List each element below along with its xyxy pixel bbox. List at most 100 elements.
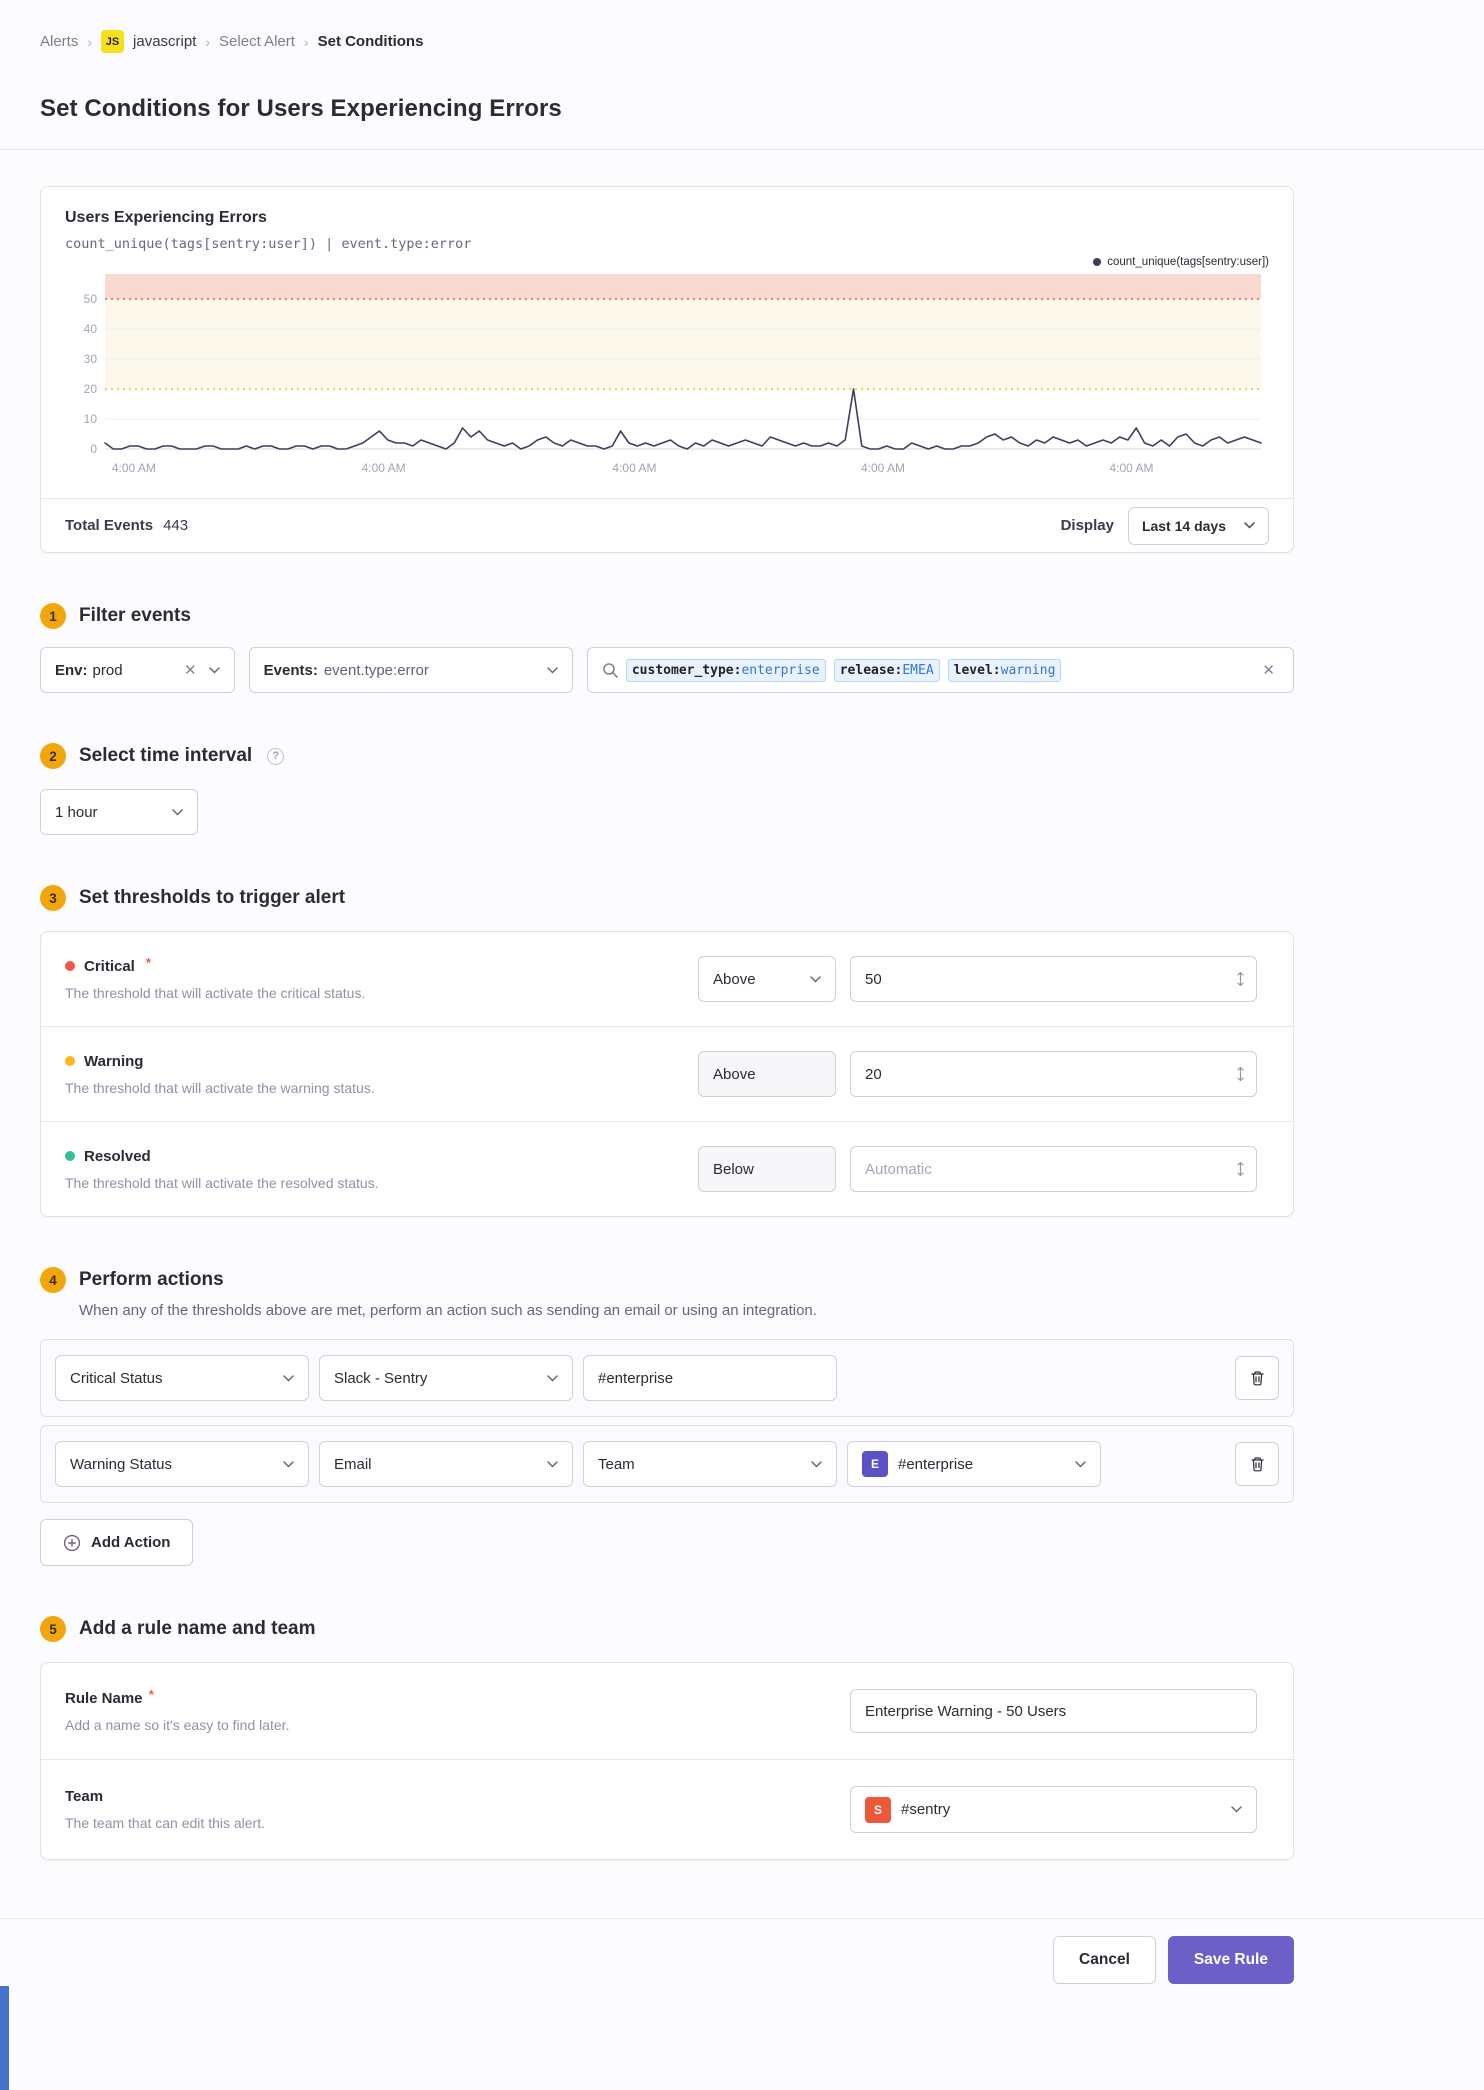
warning-threshold-row: Warning The threshold that will activate… (41, 1026, 1293, 1121)
team-avatar: S (865, 1796, 891, 1823)
footer-actions: Cancel Save Rule (40, 1919, 1294, 2024)
section-title: Filter events (79, 605, 191, 626)
rule-team-row: Team The team that can edit this alert. … (41, 1759, 1293, 1859)
breadcrumb-item-alerts[interactable]: Alerts (40, 33, 79, 50)
env-label: Env: (55, 661, 88, 679)
rule-name-description: Add a name so it's easy to find later. (65, 1716, 290, 1733)
search-query-input[interactable]: customer_type: enterprise release: EMEA le… (586, 647, 1294, 693)
alert-threshold-chart: 0 10 20 30 40 50 4:00 AM 4:00 AM 4:00 AM 4:00 AM 4… (84, 274, 1262, 475)
section-title: Perform actions (79, 1269, 224, 1290)
chart-title: Users Experiencing Errors (65, 209, 267, 226)
search-text-input[interactable] (1069, 662, 1251, 678)
action-integration-select[interactable]: Email (319, 1441, 573, 1487)
environment-filter-select[interactable]: Env: prod ✕ (40, 647, 235, 693)
cancel-button[interactable]: Cancel (1053, 1936, 1156, 1984)
search-token[interactable]: level: warning (947, 658, 1062, 682)
plus-circle-icon (63, 1534, 81, 1551)
total-events-value: 443 (163, 517, 189, 534)
slack-channel-input[interactable] (583, 1355, 837, 1401)
chevron-down-icon (547, 1374, 558, 1382)
time-interval-select[interactable]: 1 hour (40, 789, 198, 835)
action-status-select[interactable]: Warning Status (55, 1441, 309, 1487)
section-filter-events: 1 Filter events (40, 603, 1294, 629)
event-types-filter-select[interactable]: Events: event.type:error (248, 647, 573, 693)
action-integration-select[interactable]: Slack - Sentry (319, 1355, 573, 1401)
svg-text:10: 10 (84, 412, 98, 426)
stepper-icon[interactable] (1236, 1066, 1245, 1082)
section-title: Select time interval (79, 745, 253, 766)
chevron-down-icon (810, 975, 821, 983)
env-value: prod (92, 661, 123, 679)
trash-icon (1250, 1457, 1264, 1472)
warning-threshold-input[interactable] (850, 1051, 1257, 1097)
rule-name-label: Rule Name (65, 1689, 143, 1707)
chevron-down-icon (283, 1460, 294, 1468)
warning-comparison-select[interactable]: Above (698, 1051, 836, 1097)
page-title: Set Conditions for Users Experiencing Er… (40, 95, 562, 122)
rule-name-row: Rule Name * Add a name so it's easy to f… (41, 1663, 1293, 1759)
resolved-comparison-select[interactable]: Below (698, 1146, 836, 1192)
add-action-button[interactable]: Add Action (40, 1519, 194, 1566)
breadcrumb-item-set-conditions: Set Conditions (317, 33, 424, 50)
breadcrumb-item-select-alert[interactable]: Select Alert (219, 33, 295, 50)
threshold-description: The threshold that will activate the cri… (65, 984, 366, 1001)
stepper-icon[interactable] (1236, 971, 1245, 987)
stepper-icon[interactable] (1236, 1161, 1245, 1177)
clear-search-icon[interactable]: ✕ (1262, 662, 1275, 679)
interval-value: 1 hour (55, 803, 98, 821)
critical-threshold-input[interactable] (850, 956, 1257, 1002)
svg-text:4:00 AM: 4:00 AM (1110, 461, 1154, 475)
chart-panel: Users Experiencing Errors count_unique(t… (40, 186, 1294, 553)
action-team-select[interactable]: E #enterprise (847, 1441, 1101, 1487)
chevron-down-icon (547, 1460, 558, 1468)
search-token[interactable]: release: EMEA (833, 658, 940, 682)
chevron-right-icon: › (303, 33, 309, 50)
action-target-type-select[interactable]: Team (583, 1441, 837, 1487)
team-label: Team (65, 1788, 104, 1805)
resolved-threshold-row: Resolved The threshold that will activat… (41, 1121, 1293, 1216)
step-number-badge: 3 (40, 885, 66, 911)
step-number-badge: 5 (40, 1616, 66, 1642)
chevron-down-icon (283, 1374, 294, 1382)
section-thresholds: 3 Set thresholds to trigger alert (40, 885, 1294, 911)
rule-panel: Rule Name * Add a name so it's easy to f… (40, 1662, 1294, 1860)
svg-text:4:00 AM: 4:00 AM (861, 461, 905, 475)
chevron-down-icon (1231, 1806, 1242, 1813)
section-rule-name: 5 Add a rule name and team (40, 1616, 1294, 1642)
delete-action-button[interactable] (1235, 1442, 1279, 1486)
chart-legend: count_unique(tags[sentry:user]) (41, 256, 1293, 268)
left-edge-strip (0, 1986, 9, 2090)
section-time-interval: 2 Select time interval ? (40, 743, 1294, 769)
section-title: Set thresholds to trigger alert (79, 887, 346, 908)
action-status-select[interactable]: Critical Status (55, 1355, 309, 1401)
legend-label: count_unique(tags[sentry:user]) (1107, 256, 1269, 268)
chevron-down-icon (811, 1460, 822, 1468)
chart-query: count_unique(tags[sentry:user]) | event.… (65, 236, 472, 252)
team-description: The team that can edit this alert. (65, 1815, 265, 1831)
required-asterisk: * (145, 954, 151, 970)
chevron-right-icon: › (205, 33, 211, 50)
search-token[interactable]: customer_type: enterprise (625, 658, 826, 682)
critical-threshold-row: Critical * The threshold that will activ… (41, 932, 1293, 1026)
display-range-select[interactable]: Last 14 days (1127, 506, 1269, 545)
team-avatar: E (862, 1451, 888, 1477)
clear-environment-icon[interactable]: ✕ (184, 662, 197, 679)
breadcrumb: Alerts › JS javascript › Select Alert › … (0, 0, 1484, 53)
page-header: Set Conditions for Users Experiencing Er… (0, 95, 1484, 150)
actions-description: When any of the thresholds above are met… (79, 1302, 817, 1319)
resolved-threshold-input[interactable] (850, 1146, 1257, 1192)
delete-action-button[interactable] (1235, 1356, 1279, 1400)
save-rule-button[interactable]: Save Rule (1167, 1936, 1294, 1984)
chevron-down-icon (1244, 522, 1255, 529)
display-label: Display (1060, 517, 1114, 534)
svg-text:40: 40 (84, 322, 98, 336)
required-asterisk: * (148, 1686, 154, 1702)
critical-comparison-select[interactable]: Above (698, 956, 836, 1002)
action-row-critical: Critical Status Slack - Sentry (40, 1339, 1294, 1417)
help-icon[interactable]: ? (267, 747, 285, 765)
rule-name-input[interactable] (850, 1689, 1257, 1733)
chevron-down-icon (1075, 1460, 1086, 1468)
breadcrumb-item-javascript[interactable]: javascript (133, 33, 197, 50)
rule-team-select[interactable]: S #sentry (850, 1786, 1257, 1833)
trash-icon (1250, 1371, 1264, 1386)
